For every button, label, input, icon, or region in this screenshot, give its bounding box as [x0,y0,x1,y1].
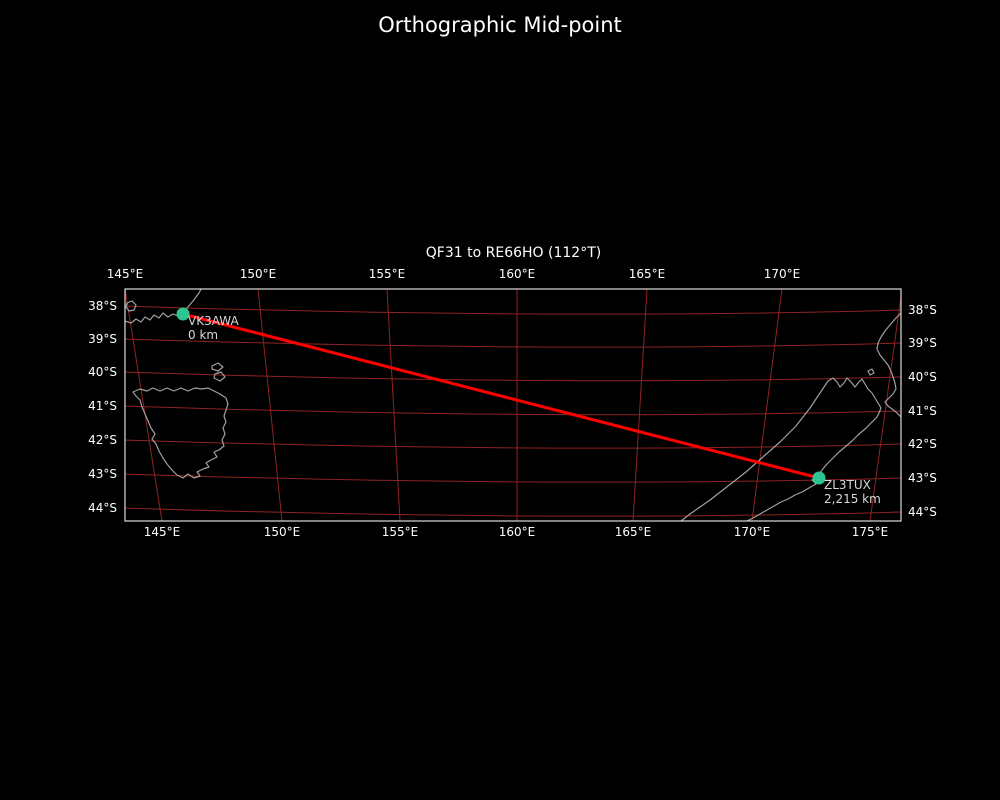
lat-tick-left: 44°S [88,501,117,515]
lon-tick-top: 145°E [107,267,144,281]
parallel-line [125,338,901,348]
meridian-line [125,289,163,521]
lon-tick-bottom: 165°E [615,525,652,539]
lat-tick-right: 41°S [908,404,937,418]
lon-tick-top: 150°E [240,267,277,281]
lon-tick-top: 170°E [764,267,801,281]
station-label-vk3awa: VK3AWA [188,314,239,328]
station-distance-zl3tux: 2,215 km [824,492,881,506]
coastline-nz-north-island-west-coast [876,312,901,418]
meridian-line [257,289,283,521]
meridian-line [751,289,783,521]
lon-tick-bottom: 160°E [499,525,536,539]
lat-tick-right: 42°S [908,437,937,451]
lon-tick-bottom: 175°E [852,525,889,539]
lat-tick-right: 39°S [908,336,937,350]
coastline-western-port-islet [125,300,137,312]
parallel-line [125,473,901,483]
station-marker-zl3tux [812,471,826,485]
lon-tick-bottom: 155°E [382,525,419,539]
coastline-bass-strait-islet-2 [213,371,226,382]
axes-title: QF31 to RE66HO (112°T) [425,245,602,261]
parallel-line [125,507,901,517]
map-frame [124,288,902,522]
lat-tick-left: 39°S [88,332,117,346]
station-distance-vk3awa: 0 km [188,328,218,342]
lat-tick-left: 42°S [88,433,117,447]
lon-tick-bottom: 150°E [264,525,301,539]
coastline-tasmania [132,387,229,479]
lat-tick-right: 40°S [908,370,937,384]
station-marker-vk3awa [176,307,190,321]
figure-title: Orthographic Mid-point [378,13,622,37]
lat-tick-right: 44°S [908,505,937,519]
great-circle-track [181,312,821,480]
parallel-line [125,371,901,382]
lat-tick-left: 38°S [88,299,117,313]
meridian-line [632,289,648,521]
lat-tick-left: 43°S [88,467,117,481]
meridian-line [869,292,901,521]
lon-tick-top: 165°E [629,267,666,281]
lon-tick-bottom: 170°E [734,525,771,539]
lat-tick-right: 43°S [908,471,937,485]
coastline-nz-south-island [680,377,882,521]
lon-tick-bottom: 145°E [144,525,181,539]
coastline-durville-islet [867,368,875,376]
lat-tick-right: 38°S [908,303,937,317]
parallel-line [125,305,901,315]
lat-tick-left: 40°S [88,365,117,379]
lon-tick-top: 155°E [369,267,406,281]
parallel-line [125,439,901,449]
lon-tick-top: 160°E [499,267,536,281]
meridian-line [386,289,401,521]
station-label-zl3tux: ZL3TUX [824,478,871,492]
coastline-bass-strait-islet-1 [211,362,224,372]
lat-tick-left: 41°S [88,399,117,413]
coastline-victoria-coast [125,289,202,324]
parallel-line [125,405,901,416]
